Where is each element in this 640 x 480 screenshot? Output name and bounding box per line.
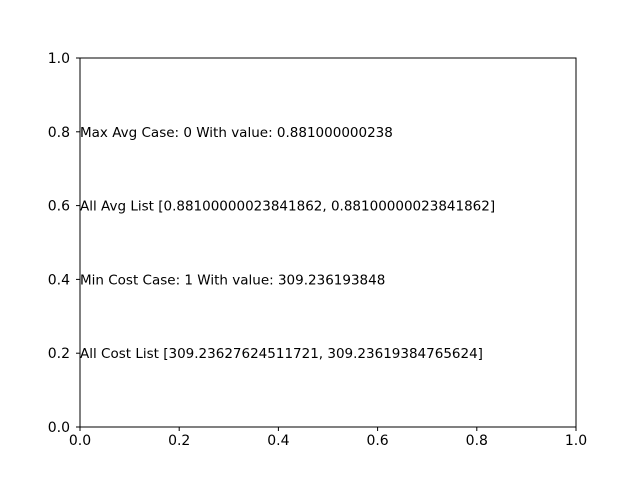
y-tick-label: 0.4 bbox=[48, 272, 70, 288]
plot-area: 0.0 0.2 0.4 0.6 0.8 1.0 0.0 0.2 0.4 0.6 0.8 1.0 Max … bbox=[48, 51, 587, 449]
y-tick-label: 0.0 bbox=[48, 420, 70, 436]
y-tick-label: 1.0 bbox=[48, 51, 70, 67]
annotation-text: All Avg List [0.88100000023841862, 0.881… bbox=[80, 199, 495, 215]
annotation-text: Max Avg Case: 0 With value: 0.8810000002… bbox=[80, 125, 393, 141]
x-tick-label: 0.6 bbox=[366, 433, 388, 449]
x-tick-label: 0.2 bbox=[168, 433, 190, 449]
x-tick-label: 0.8 bbox=[466, 433, 488, 449]
y-tick-label: 0.8 bbox=[48, 125, 70, 141]
annotation-text: Min Cost Case: 1 With value: 309.2361938… bbox=[80, 272, 385, 288]
y-tick-label: 0.2 bbox=[48, 346, 70, 362]
axes-frame bbox=[79, 57, 577, 428]
x-tick-label: 0.0 bbox=[69, 433, 91, 449]
x-tick-label: 0.4 bbox=[267, 433, 289, 449]
x-tick-label: 1.0 bbox=[565, 433, 587, 449]
y-tick-label: 0.6 bbox=[48, 199, 70, 215]
annotation-text: All Cost List [309.23627624511721, 309.2… bbox=[80, 346, 483, 362]
